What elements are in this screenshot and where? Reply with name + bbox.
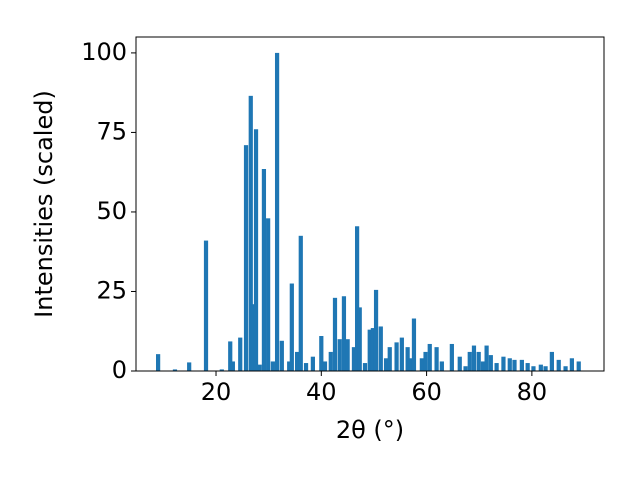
bar xyxy=(378,326,383,371)
bar xyxy=(419,358,424,371)
bar xyxy=(253,129,259,371)
y-tick-label: 50 xyxy=(96,197,127,225)
bar xyxy=(569,358,574,371)
bar xyxy=(289,283,294,371)
bar xyxy=(357,307,362,371)
bar xyxy=(531,366,536,371)
x-tick-label: 40 xyxy=(306,378,337,406)
bar xyxy=(228,341,233,371)
bar xyxy=(525,363,530,371)
plot-frame xyxy=(135,36,605,372)
bar xyxy=(463,366,468,371)
bar xyxy=(322,361,328,371)
bar xyxy=(476,351,481,371)
bar xyxy=(576,361,581,371)
bar xyxy=(250,304,255,371)
bar xyxy=(423,351,428,371)
bar xyxy=(556,359,561,371)
bar xyxy=(279,340,284,371)
bar xyxy=(408,358,413,371)
bar xyxy=(512,359,517,371)
bar xyxy=(303,363,309,371)
bar xyxy=(332,297,338,371)
bar xyxy=(238,337,243,371)
bar xyxy=(274,52,280,372)
bar xyxy=(294,351,300,371)
bar xyxy=(507,358,512,371)
bar xyxy=(270,361,275,371)
bar xyxy=(484,345,489,371)
x-tick-label: 20 xyxy=(201,378,232,406)
bar xyxy=(341,296,347,371)
bar xyxy=(543,366,548,371)
bar xyxy=(298,235,303,371)
bar xyxy=(345,339,350,371)
bar xyxy=(351,347,357,371)
bar xyxy=(257,364,262,371)
bar xyxy=(411,318,417,371)
bar xyxy=(187,362,192,371)
bar xyxy=(266,218,271,371)
bar xyxy=(394,342,399,371)
bar xyxy=(457,356,462,371)
bar xyxy=(488,355,493,371)
bar xyxy=(383,358,389,371)
bar xyxy=(354,226,360,371)
bar xyxy=(399,337,404,371)
y-tick-label: 0 xyxy=(112,356,127,384)
bar xyxy=(156,354,161,371)
y-axis-label: Intensities (scaled) xyxy=(30,90,58,318)
bar xyxy=(319,336,324,371)
bar xyxy=(373,289,379,371)
bar xyxy=(563,366,568,371)
y-tick-label: 75 xyxy=(96,117,127,145)
bar xyxy=(501,356,506,371)
bar xyxy=(243,145,249,371)
x-tick-label: 80 xyxy=(517,378,548,406)
bar xyxy=(310,356,315,371)
bar xyxy=(387,347,392,371)
bar xyxy=(427,343,432,371)
bar xyxy=(549,351,554,371)
bar xyxy=(203,240,209,371)
bar xyxy=(230,361,235,371)
bar xyxy=(467,351,472,371)
bar xyxy=(219,369,224,371)
bar xyxy=(449,343,454,371)
x-tick-label: 60 xyxy=(411,378,442,406)
bar xyxy=(480,361,486,371)
bar xyxy=(362,363,368,371)
bar xyxy=(439,361,444,371)
bar xyxy=(434,347,439,371)
bar xyxy=(261,169,267,371)
bar xyxy=(538,364,543,371)
bar xyxy=(328,351,333,371)
y-tick-label: 25 xyxy=(96,276,127,304)
bar xyxy=(519,359,524,371)
bar xyxy=(337,339,342,371)
bar xyxy=(471,345,477,371)
bar xyxy=(494,363,499,371)
x-axis-label: 2θ (°) xyxy=(336,416,404,444)
bar xyxy=(405,347,410,371)
bar xyxy=(172,369,178,371)
bar xyxy=(287,361,292,371)
bar xyxy=(367,329,372,371)
y-tick-label: 100 xyxy=(81,38,127,66)
bar xyxy=(248,95,253,371)
bar xyxy=(370,328,376,371)
